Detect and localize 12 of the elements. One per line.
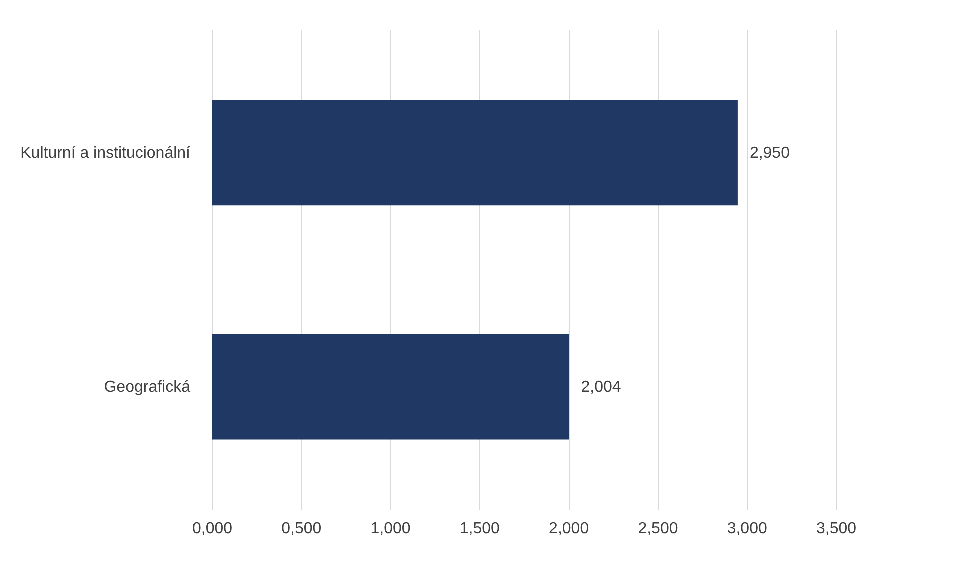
x-tick-label: 0,500 (282, 520, 322, 538)
x-tick-label: 1,500 (460, 520, 500, 538)
x-tick-label: 3,000 (727, 520, 768, 538)
data-label: 2,004 (581, 379, 622, 396)
x-tick-label: 2,500 (638, 520, 678, 538)
x-tick-label: 2,000 (549, 520, 590, 538)
x-tick-label: 0,000 (192, 520, 233, 538)
y-tick-label: Geografická (104, 379, 191, 396)
x-tick-label: 3,500 (816, 520, 857, 538)
data-label: 2,950 (750, 144, 790, 162)
x-tick-label: 1,000 (370, 520, 411, 538)
y-tick-label: Kulturní a institucionální (20, 144, 192, 162)
